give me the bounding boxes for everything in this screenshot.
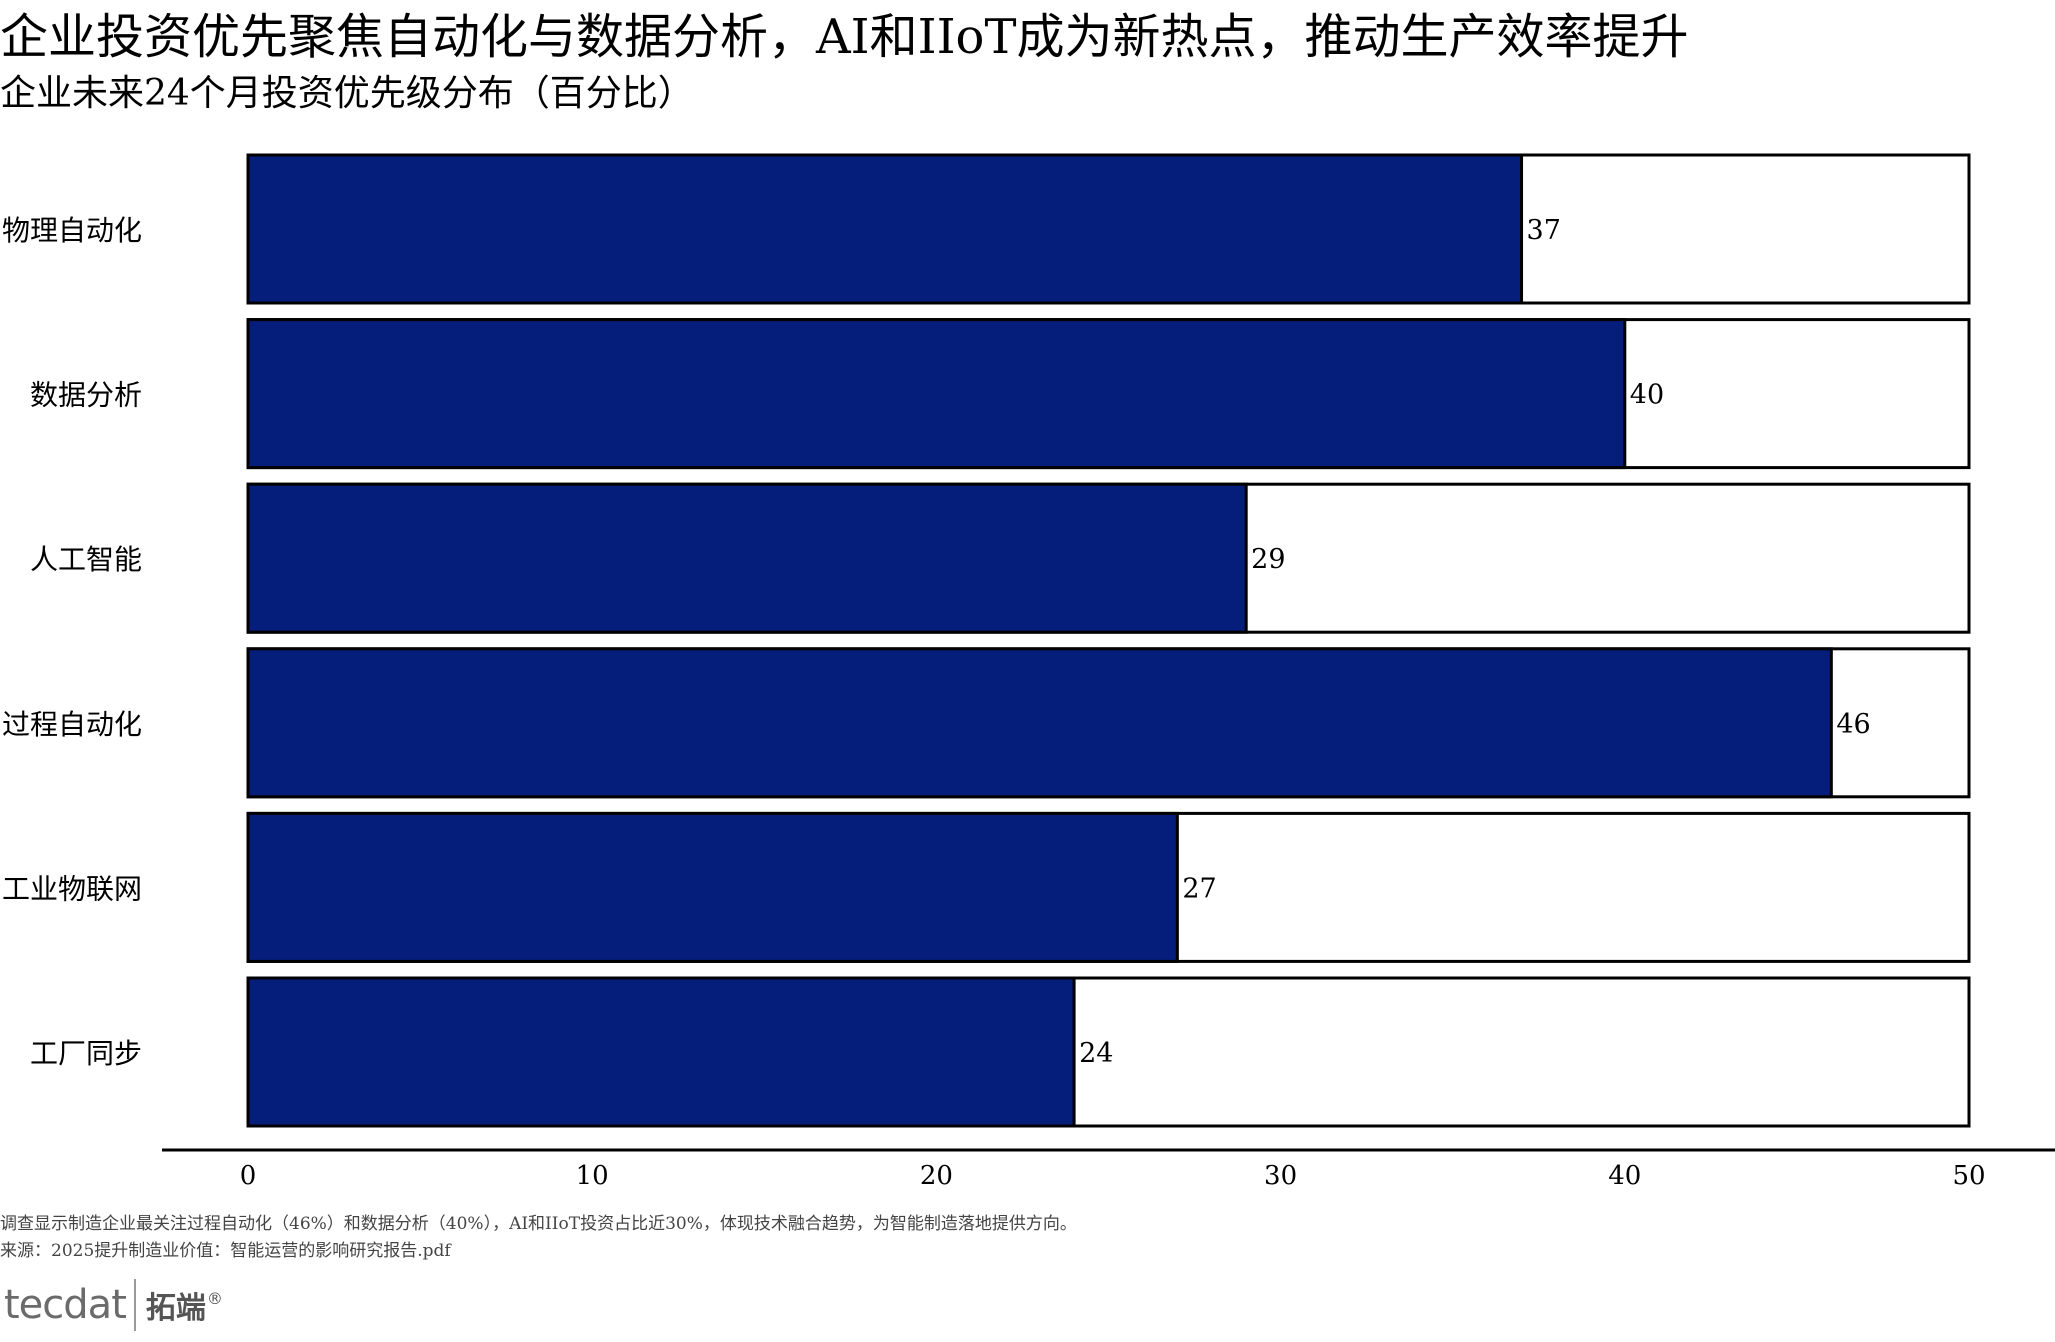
- chart-subtitle: 企业未来24个月投资优先级分布（百分比）: [0, 73, 694, 114]
- category-label: 人工智能: [30, 543, 142, 576]
- data-label: 46: [1836, 709, 1870, 740]
- x-tick-label: 10: [576, 1161, 609, 1191]
- logo-mark: tecdat: [4, 1282, 127, 1328]
- source-note: 来源：2025提升制造业价值：智能运营的影响研究报告.pdf: [0, 1241, 451, 1261]
- footnote: 调查显示制造企业最关注过程自动化（46%）和数据分析（40%），AI和IIoT投…: [0, 1214, 1077, 1234]
- registered-mark: ®: [206, 1288, 223, 1308]
- x-tick-label: 20: [920, 1161, 953, 1191]
- data-label: 27: [1182, 873, 1216, 904]
- category-label: 物理自动化: [2, 214, 142, 247]
- x-tick-label: 0: [240, 1161, 257, 1191]
- data-labels: 37 40 29 46 27 24: [1079, 215, 1871, 1069]
- bar: [246, 482, 1248, 634]
- data-label: 40: [1630, 380, 1664, 411]
- x-tick-label: 50: [1952, 1161, 1985, 1191]
- bar: [246, 153, 1524, 305]
- chart-title: 企业投资优先聚焦自动化与数据分析，AI和IIoT成为新热点，推动生产效率提升: [0, 9, 1689, 65]
- bar: [246, 318, 1627, 470]
- bar: [246, 647, 1833, 799]
- x-axis-tick-labels: 0 10 20 30 40 50: [240, 1161, 1986, 1191]
- bar: [246, 811, 1179, 963]
- data-label: 37: [1527, 215, 1561, 246]
- category-label: 过程自动化: [2, 708, 142, 741]
- value-bars: [246, 153, 1833, 1128]
- x-tick-label: 40: [1608, 1161, 1641, 1191]
- category-label: 工业物联网: [2, 872, 142, 905]
- logo-divider: [133, 1279, 136, 1331]
- logo-chinese-name: 拓端: [145, 1291, 206, 1326]
- data-label: 29: [1251, 544, 1285, 575]
- data-label: 24: [1079, 1038, 1113, 1069]
- bar: [246, 976, 1076, 1128]
- category-label: 数据分析: [30, 379, 142, 412]
- tecdat-logo: tecdat 拓端 ®: [4, 1274, 223, 1336]
- x-tick-label: 30: [1264, 1161, 1297, 1191]
- category-label: 工厂同步: [30, 1037, 142, 1070]
